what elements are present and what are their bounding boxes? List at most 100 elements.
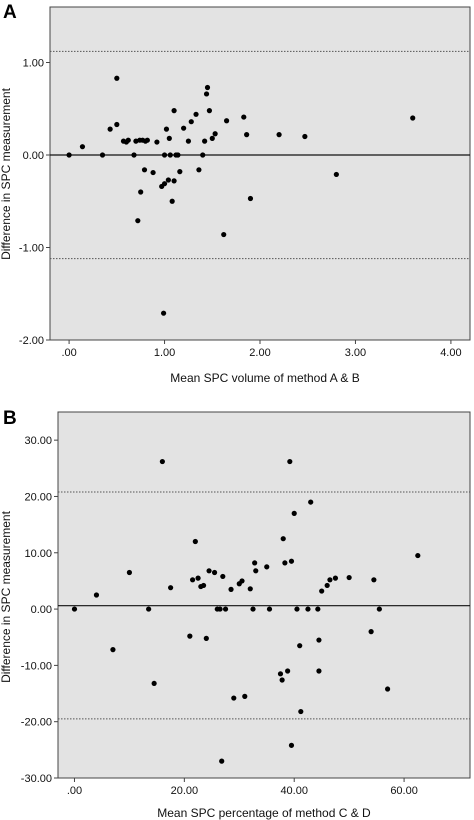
data-point <box>280 536 286 542</box>
data-point <box>168 585 174 591</box>
data-point <box>319 588 325 594</box>
chart-panel-b: B .00 20.00 40.00 60.00 30.00 20.00 10.00 0.00… <box>0 408 471 820</box>
data-point <box>211 569 218 576</box>
data-point <box>150 169 156 176</box>
plot-area-a <box>49 6 471 341</box>
y-axis-title-a: Difference in SPC measurement <box>0 87 13 260</box>
data-point <box>189 577 196 583</box>
data-point <box>66 152 72 158</box>
data-point <box>220 573 226 580</box>
data-point <box>291 510 297 516</box>
data-point <box>297 643 303 649</box>
data-point <box>114 75 120 81</box>
x-tick-label: 1.00 <box>154 347 175 359</box>
data-point <box>195 575 201 581</box>
data-point <box>219 758 225 764</box>
y-ticks-a: 1.00 0.00 -1.00 -2.00 <box>19 58 50 347</box>
data-point <box>107 126 113 132</box>
data-point <box>171 108 177 114</box>
data-point <box>169 198 175 204</box>
data-point <box>161 181 168 187</box>
data-point <box>316 637 322 643</box>
data-point <box>93 592 100 598</box>
data-point <box>135 218 141 224</box>
x-tick-label: .00 <box>67 785 82 797</box>
y-tick-label: -2.00 <box>19 335 44 347</box>
panel-label-b: B <box>3 408 17 429</box>
data-point <box>371 577 377 583</box>
reference-lines-a <box>50 50 470 260</box>
reference-lines-b <box>58 491 470 720</box>
data-point <box>166 135 172 141</box>
data-point <box>327 577 333 583</box>
data-point <box>316 668 322 674</box>
data-point <box>200 582 207 589</box>
data-point <box>222 606 229 612</box>
data-point <box>217 606 223 612</box>
data-point <box>196 167 202 173</box>
data-point <box>141 167 148 173</box>
data-point <box>305 606 311 612</box>
data-point <box>333 171 339 178</box>
data-point <box>223 118 230 124</box>
data-point <box>277 671 284 677</box>
data-point <box>188 119 194 125</box>
data-point <box>160 310 167 316</box>
data-point <box>202 138 208 144</box>
x-tick-label: 40.00 <box>280 785 308 797</box>
data-point <box>279 677 285 683</box>
y-tick-label: -30.00 <box>21 773 52 785</box>
data-point <box>252 560 258 566</box>
y-tick-label: 0.00 <box>31 604 52 616</box>
data-point <box>253 568 259 574</box>
data-point <box>125 137 131 143</box>
data-point <box>167 152 173 158</box>
data-point <box>287 458 293 465</box>
data-point <box>146 606 152 612</box>
y-tick-label: 1.00 <box>23 58 44 70</box>
data-point <box>206 568 212 574</box>
y-tick-label: 30.00 <box>24 435 52 447</box>
data-point <box>242 693 248 699</box>
data-point <box>368 629 374 635</box>
data-point <box>324 582 330 589</box>
x-tick-label: 20.00 <box>171 785 199 797</box>
data-point <box>203 91 210 97</box>
data-point <box>244 132 250 138</box>
panel-label-a: A <box>3 2 17 23</box>
data-point <box>165 177 171 183</box>
data-point <box>250 606 256 612</box>
data-point <box>181 125 187 131</box>
data-point <box>282 560 288 566</box>
data-point <box>171 178 177 184</box>
chart-panel-a: A .00 1.00 2.00 3.00 4.00 1.00 0.00 -1.00 -2.00… <box>0 2 471 385</box>
x-axis-title-a: Mean SPC volume of method A & B <box>170 371 359 385</box>
points-b <box>71 458 421 764</box>
data-point <box>204 84 211 91</box>
x-ticks-b: .00 20.00 40.00 60.00 <box>67 778 418 797</box>
plot-area-b <box>57 411 471 779</box>
data-point <box>266 606 273 612</box>
data-point <box>79 144 86 150</box>
x-tick-label: 4.00 <box>440 347 461 359</box>
data-point <box>206 108 213 114</box>
data-point <box>193 111 199 117</box>
data-point <box>200 152 206 158</box>
data-point <box>203 635 209 641</box>
data-point <box>241 114 247 120</box>
data-point <box>175 152 181 158</box>
data-point <box>298 708 304 715</box>
data-point <box>315 606 321 612</box>
x-axis-title-b: Mean SPC percentage of method C & D <box>157 806 371 820</box>
data-point <box>288 742 295 748</box>
x-tick-label: 2.00 <box>249 347 270 359</box>
y-tick-label: -20.00 <box>21 717 52 729</box>
data-point <box>410 115 416 121</box>
data-point <box>385 686 391 692</box>
data-point <box>138 189 144 195</box>
data-point <box>163 126 170 132</box>
data-point <box>131 152 137 158</box>
data-point <box>376 606 382 612</box>
y-axis-title-b: Difference in SPC measurement <box>0 510 13 683</box>
data-point <box>192 538 198 545</box>
